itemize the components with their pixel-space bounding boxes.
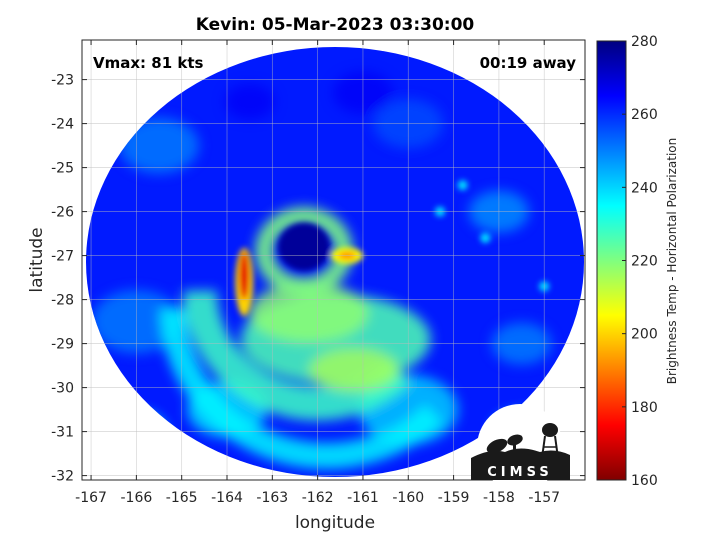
y-axis-label: latitude [27,227,47,292]
eye [278,222,331,271]
vmax-annotation: Vmax: 81 kts [93,54,203,72]
y-tick-label: -28 [51,293,74,309]
colorbar-tick-label: 180 [631,400,658,416]
axes-box [81,39,586,481]
y-tick-label: -24 [51,117,74,133]
x-axis-label: longitude [295,513,375,533]
y-axis-ticks: -23 -24 -25 -26 -27 -28 -29 -30 -31 -32 [51,73,585,485]
swath-patch [119,117,200,174]
x-axis-ticks: -167 -166 -165 -164 -163 -162 -161 -160 -159 -158… [75,40,560,506]
x-tick-label: -161 [347,490,379,506]
colorbar-ticks: 160 180 200 220 240 260 280 [622,34,658,489]
swath-patch [224,84,275,120]
y-tick-label: -31 [51,425,74,441]
inner-band [248,282,369,343]
x-tick-label: -167 [75,490,107,506]
cimss-logo: CIMSS [471,404,570,490]
y-tick-label: -30 [51,381,74,397]
colorbar-tick-label: 240 [631,180,658,196]
colorbar-tick-label: 200 [631,327,658,343]
speckle [480,233,491,243]
x-tick-label: -163 [256,490,288,506]
y-tick-label: -29 [51,337,74,353]
colorbar-tick-label: 280 [631,34,658,50]
rainband-arc [159,308,444,469]
spiral-tail [308,348,399,392]
rainband-arc [182,290,412,421]
colorbar-tick-label: 260 [631,107,658,123]
colorbar-label: Brightness Temp - Horizontal Polarizatio… [665,138,679,385]
west-eyewall-core [239,251,250,300]
x-tick-label: -160 [392,490,424,506]
y-tick-label: -23 [51,73,74,89]
y-tick-label: -25 [51,161,74,177]
cimss-logo-text: CIMSS [487,465,552,480]
time-away-annotation: 00:19 away [480,54,577,72]
colorbar [596,40,627,481]
x-tick-label: -158 [483,490,515,506]
y-tick-label: -26 [51,205,74,221]
x-tick-label: -166 [120,490,152,506]
chart-title: Kevin: 05-Mar-2023 03:30:00 [196,15,475,35]
y-tick-label: -27 [51,249,74,265]
speckle [457,180,468,191]
x-tick-label: -162 [302,490,334,506]
colorbar-tick-label: 220 [631,254,658,270]
x-tick-label: -157 [528,490,560,506]
colorbar-tick-label: 160 [631,473,658,489]
y-tick-label: -32 [51,469,74,485]
grid-lines [82,40,585,480]
x-tick-label: -159 [438,490,470,506]
x-tick-label: -164 [211,490,243,506]
x-tick-label: -165 [166,490,198,506]
